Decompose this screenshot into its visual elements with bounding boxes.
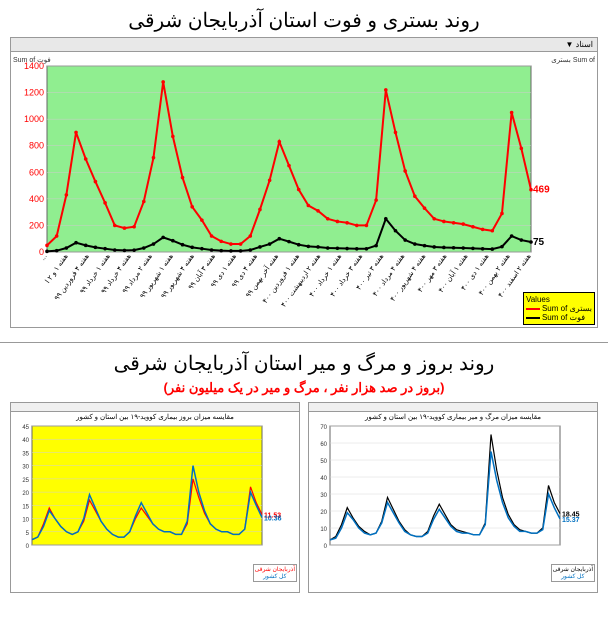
svg-text:5: 5 xyxy=(26,531,30,537)
svg-text:15: 15 xyxy=(22,504,29,510)
right-chart: مقایسه میزان مرگ و میر بیماری کووید-۱۹ ب… xyxy=(308,402,598,593)
svg-text:...: ... xyxy=(40,253,49,262)
chart-toolbar[interactable]: اسناد ▼ xyxy=(11,38,597,52)
svg-text:469: 469 xyxy=(533,185,550,196)
svg-text:10: 10 xyxy=(22,518,29,524)
svg-text:15.37: 15.37 xyxy=(562,517,580,524)
svg-text:800: 800 xyxy=(29,141,44,151)
svg-text:30: 30 xyxy=(22,465,29,471)
svg-text:60: 60 xyxy=(320,442,327,448)
svg-text:200: 200 xyxy=(29,220,44,230)
right-chart-svg: 01020304050607018.4515.37 xyxy=(310,422,596,587)
svg-text:600: 600 xyxy=(29,167,44,177)
svg-text:75: 75 xyxy=(533,237,545,248)
bottom-section: روند بروز و مرگ و میر استان آذربایجان شر… xyxy=(0,343,608,603)
svg-text:30: 30 xyxy=(320,493,327,499)
svg-text:10: 10 xyxy=(320,527,327,533)
svg-text:70: 70 xyxy=(320,425,327,431)
top-chart-svg: 020040060080010001200140046975...هفته ۱ … xyxy=(11,52,597,322)
right-chart-title: مقایسه میزان مرگ و میر بیماری کووید-۱۹ ب… xyxy=(309,412,597,422)
svg-text:45: 45 xyxy=(22,425,29,431)
left-chart-svg: 05101520253035404511.5310.36 xyxy=(12,422,298,587)
svg-text:25: 25 xyxy=(22,478,29,484)
svg-text:40: 40 xyxy=(320,476,327,482)
svg-text:0: 0 xyxy=(324,544,328,550)
svg-text:هفته ۲ اردیبهشت ۴۰۰: هفته ۲ اردیبهشت ۴۰۰ xyxy=(280,252,323,308)
top-legend: Values Sum of بستری Sum of فوت xyxy=(523,292,595,325)
bottom-charts-row: مقایسه میزان بروز بیماری کووید-۱۹ بین اس… xyxy=(0,402,608,603)
left-legend: آذربایجان شرقی کل کشور xyxy=(253,564,297,582)
svg-text:40: 40 xyxy=(22,438,29,444)
svg-text:50: 50 xyxy=(320,459,327,465)
left-chart: مقایسه میزان بروز بیماری کووید-۱۹ بین اس… xyxy=(10,402,300,593)
svg-text:20: 20 xyxy=(320,510,327,516)
svg-text:400: 400 xyxy=(29,194,44,204)
bottom-subtitle: (بروز در صد هزار نفر ، مرگ و میر در یک م… xyxy=(0,380,608,402)
svg-text:0: 0 xyxy=(26,544,30,550)
bottom-title: روند بروز و مرگ و میر استان آذربایجان شر… xyxy=(0,343,608,380)
legend-title: Values xyxy=(526,295,592,304)
top-section: روند بستری و فوت استان آذربایجان شرقی اس… xyxy=(0,0,608,328)
right-top xyxy=(309,403,597,412)
svg-text:10.36: 10.36 xyxy=(264,516,282,523)
top-chart: اسناد ▼ 020040060080010001200140046975..… xyxy=(10,37,598,328)
svg-text:بستری Sum of: بستری Sum of xyxy=(551,57,595,64)
legend-item-hosp: Sum of بستری xyxy=(526,304,592,313)
left-top xyxy=(11,403,299,412)
svg-text:Sum of فوت: Sum of فوت xyxy=(13,57,51,64)
svg-text:20: 20 xyxy=(22,491,29,497)
svg-text:1200: 1200 xyxy=(24,88,44,98)
top-title: روند بستری و فوت استان آذربایجان شرقی xyxy=(0,0,608,37)
svg-text:35: 35 xyxy=(22,451,29,457)
svg-text:1000: 1000 xyxy=(24,114,44,124)
right-legend: آذربایجان شرقی کل کشور xyxy=(551,564,595,582)
left-chart-title: مقایسه میزان بروز بیماری کووید-۱۹ بین اس… xyxy=(11,412,299,422)
svg-text:هفته ۱ فروردین ۴۰۰: هفته ۱ فروردین ۴۰۰ xyxy=(262,253,301,305)
legend-item-death: Sum of فوت xyxy=(526,313,592,322)
